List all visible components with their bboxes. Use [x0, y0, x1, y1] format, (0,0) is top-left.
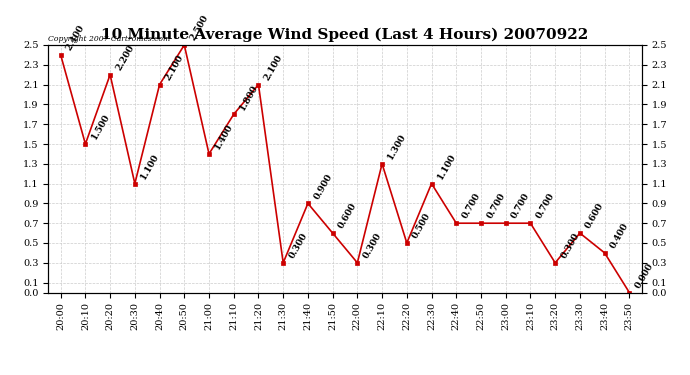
Text: 0.300: 0.300: [362, 231, 384, 260]
Text: 0.500: 0.500: [411, 211, 433, 240]
Text: 0.600: 0.600: [584, 202, 606, 230]
Text: 0.700: 0.700: [510, 192, 531, 220]
Title: 10 Minute Average Wind Speed (Last 4 Hours) 20070922: 10 Minute Average Wind Speed (Last 4 Hou…: [101, 28, 589, 42]
Text: Copyright 2007 Cartronics.com: Copyright 2007 Cartronics.com: [48, 34, 170, 42]
Text: 2.100: 2.100: [263, 53, 284, 82]
Text: 0.300: 0.300: [287, 231, 309, 260]
Text: 0.000: 0.000: [633, 261, 656, 290]
Text: 1.100: 1.100: [139, 152, 161, 181]
Text: 2.200: 2.200: [115, 43, 136, 72]
Text: 1.300: 1.300: [386, 132, 408, 161]
Text: 1.800: 1.800: [238, 82, 260, 111]
Text: 2.500: 2.500: [188, 13, 210, 42]
Text: 0.700: 0.700: [535, 192, 556, 220]
Text: 0.700: 0.700: [460, 192, 482, 220]
Text: 0.600: 0.600: [337, 202, 359, 230]
Text: 0.300: 0.300: [560, 231, 581, 260]
Text: 0.900: 0.900: [312, 172, 334, 201]
Text: 1.500: 1.500: [90, 112, 111, 141]
Text: 1.100: 1.100: [435, 152, 457, 181]
Text: 0.700: 0.700: [485, 192, 507, 220]
Text: 0.400: 0.400: [609, 222, 631, 250]
Text: 2.400: 2.400: [65, 23, 87, 52]
Text: 2.100: 2.100: [164, 53, 186, 82]
Text: 1.400: 1.400: [213, 122, 235, 151]
